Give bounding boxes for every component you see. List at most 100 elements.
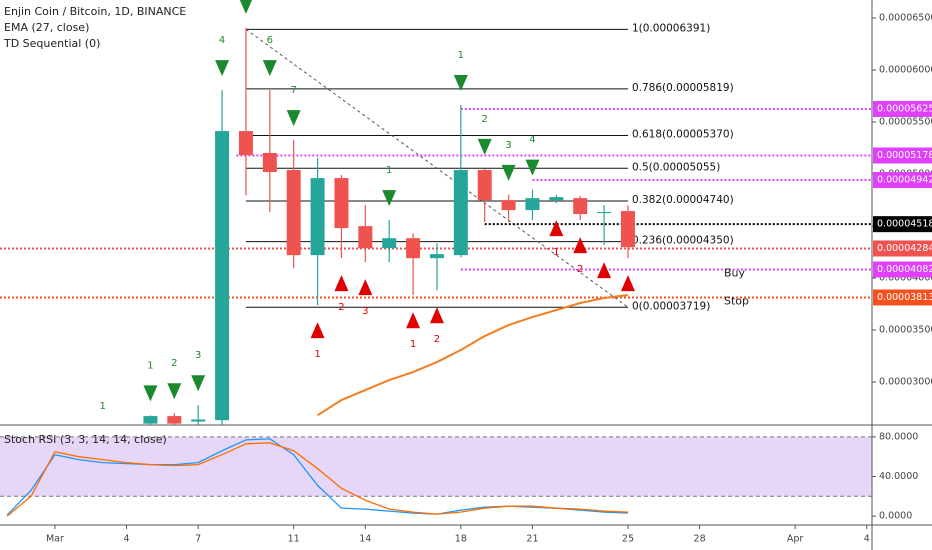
- td-up-arrow: [573, 237, 588, 254]
- chart-title: Enjin Coin / Bitcoin, 1D, BINANCE: [4, 5, 186, 18]
- x-tick-label: Mar: [46, 534, 64, 545]
- x-tick-label: 11: [288, 534, 300, 545]
- td-count: 4: [219, 35, 225, 46]
- td-count: 2: [482, 114, 488, 125]
- td-down-arrow: [286, 110, 301, 127]
- td-count: 1: [553, 247, 559, 258]
- td-down-arrow: [382, 190, 397, 207]
- stoch-band: [0, 436, 872, 497]
- price-note: Stop: [724, 294, 749, 307]
- stoch-line: [6, 442, 629, 517]
- td-count: 4: [529, 135, 535, 146]
- candle-body: [310, 178, 325, 256]
- price-pane: 1(0.00006391) 0.786(0.00005819) 0.618(0.00…: [0, 0, 872, 425]
- price-box: [873, 147, 932, 164]
- td-up-arrow: [406, 312, 421, 329]
- price-box-label: 0.00005625: [877, 104, 932, 115]
- price-box-label: 0.00004082: [877, 264, 932, 275]
- td-count: 3: [505, 140, 511, 151]
- candle-body: [525, 198, 540, 211]
- td-count: 3: [362, 306, 368, 317]
- candle-body: [167, 416, 182, 424]
- td-count: 3: [195, 350, 201, 361]
- y-tick-label: 0.0000: [879, 511, 912, 522]
- x-tick-label: 4: [864, 534, 870, 545]
- td-count: 1: [410, 339, 416, 350]
- candle-body: [597, 212, 612, 214]
- fib-label: 0.382(0.00004740): [632, 194, 734, 206]
- fib-label: 1(0.00006391): [632, 22, 710, 34]
- y-tick-label: 0.00005500: [879, 117, 932, 128]
- td-down-arrow: [453, 75, 468, 92]
- fib-trend: [245, 28, 629, 308]
- td-up-arrow: [334, 275, 349, 292]
- y-tick-label: 0.00006000: [879, 65, 932, 76]
- price-box-label: 0.00005178: [877, 150, 932, 161]
- td-down-arrow: [167, 383, 182, 400]
- price-box: [873, 172, 932, 189]
- candle-body: [358, 226, 373, 249]
- price-note: Buy: [724, 266, 746, 279]
- x-tick-label: 21: [526, 534, 538, 545]
- td-count: 6: [267, 35, 273, 46]
- candle-body: [382, 238, 397, 249]
- ema-line: [317, 293, 629, 417]
- td-down-arrow: [262, 60, 277, 77]
- candle-body: [501, 200, 516, 211]
- candle-body: [406, 238, 421, 259]
- td-up-arrow: [310, 322, 325, 339]
- td-down-arrow: [525, 159, 540, 176]
- price-box: [873, 240, 932, 257]
- candle-body: [429, 254, 444, 259]
- td-up-arrow: [620, 275, 635, 292]
- td-up-arrow: [597, 262, 612, 279]
- td-count: 2: [338, 302, 344, 313]
- td-up-arrow: [358, 279, 373, 296]
- candle-body: [334, 178, 349, 229]
- candle-body: [573, 198, 588, 215]
- y-tick-label: 40.0000: [879, 471, 918, 482]
- price-box-label: 0.00004518: [877, 219, 932, 230]
- fib-label: 0.618(0.00005370): [632, 129, 734, 141]
- stoch-line: [6, 438, 629, 516]
- fib-label: 0.786(0.00005819): [632, 82, 734, 94]
- price-box-label: 0.00003813: [877, 292, 932, 303]
- td-down-arrow: [477, 138, 492, 155]
- price-box-label: 0.00004284: [877, 243, 932, 254]
- y-tick-label: 0.00003500: [879, 325, 932, 336]
- td-count: 1: [314, 349, 320, 360]
- y-tick-label: 0.00004000: [879, 273, 932, 284]
- price-box: [873, 101, 932, 118]
- x-tick-label: 4: [124, 534, 130, 545]
- candle-body: [191, 419, 206, 422]
- x-tick-label: 25: [622, 534, 634, 545]
- td-up-arrow: [549, 220, 564, 237]
- x-tick-label: Apr: [787, 534, 804, 545]
- price-box: [873, 289, 932, 306]
- td-count: 1: [458, 50, 464, 61]
- candle-body: [286, 170, 301, 256]
- stoch-title: Stoch RSI (3, 3, 14, 14, close): [4, 433, 167, 446]
- td-count: 1: [99, 401, 105, 412]
- candle-body: [477, 170, 492, 201]
- candle-body: [215, 131, 230, 421]
- stoch-pane: [0, 436, 872, 517]
- price-box: [873, 261, 932, 278]
- x-tick-label: 14: [359, 534, 371, 545]
- fib-label: 0.236(0.00004350): [632, 235, 734, 247]
- td-count: 2: [434, 334, 440, 345]
- candle-body: [453, 170, 468, 256]
- td-count: 1: [386, 165, 392, 176]
- td-down-arrow: [501, 164, 516, 181]
- td-down-arrow: [191, 375, 206, 392]
- y-tick-label: 0.00003000: [879, 377, 932, 388]
- td-count: 1: [147, 360, 153, 371]
- indicator-label: EMA (27, close): [4, 21, 89, 34]
- td-down-arrow: [215, 60, 230, 77]
- price-box-label: 0.00004942: [877, 175, 932, 186]
- td-count: 2: [577, 264, 583, 275]
- fib-label: 0(0.00003719): [632, 300, 710, 312]
- fib-label: 0.5(0.00005055): [632, 161, 720, 173]
